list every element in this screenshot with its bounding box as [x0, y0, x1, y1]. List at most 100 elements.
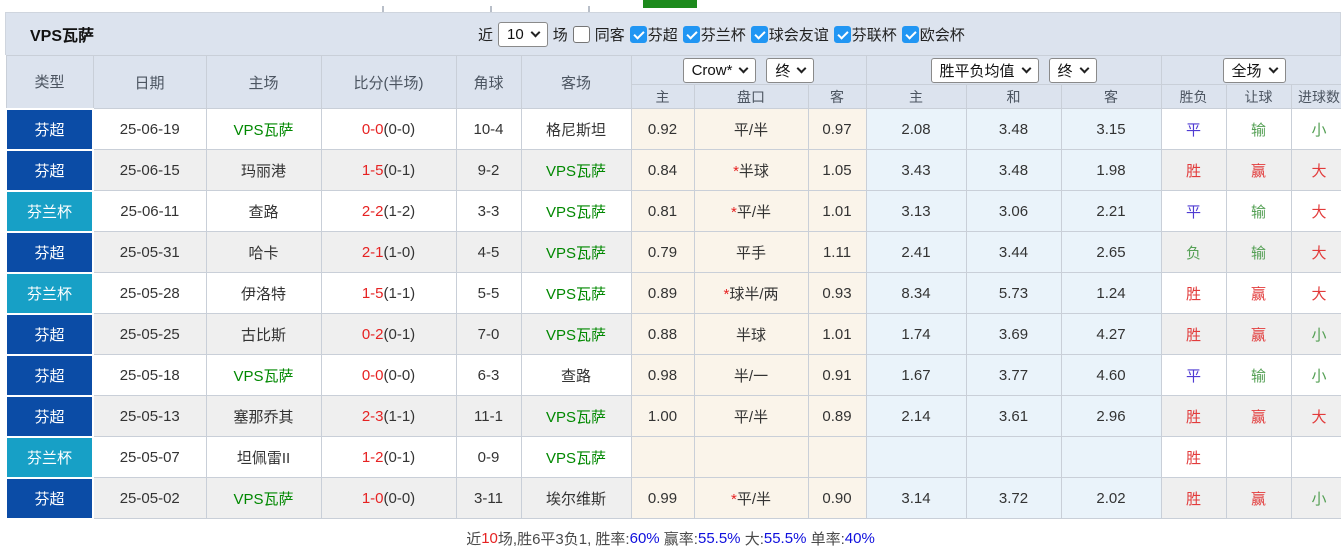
score-cell: 0-2(0-1)	[320, 313, 457, 355]
away-team[interactable]: VPS瓦萨	[520, 231, 632, 273]
league-name: 芬超	[34, 408, 65, 426]
scope-value: 全场	[1231, 62, 1262, 80]
home-team[interactable]: VPS瓦萨	[205, 108, 322, 150]
home-team[interactable]: 古比斯	[205, 313, 322, 355]
corners-cell: 0-9	[455, 436, 522, 478]
away-team[interactable]: 查路	[520, 354, 632, 396]
match-date: 25-05-13	[92, 395, 207, 437]
match-date: 25-05-02	[92, 477, 207, 519]
avg-away-odds: 1.24	[1060, 272, 1162, 314]
away-team[interactable]: 格尼斯坦	[520, 108, 632, 150]
league-checkbox-2[interactable]	[750, 25, 768, 43]
match-date: 25-06-11	[92, 190, 207, 232]
goals-result-cell: 小	[1290, 477, 1341, 519]
table-row: 芬兰杯 25-05-28 伊洛特 1-5(1-1) 5-5 VPS瓦萨 0.89…	[5, 271, 1341, 315]
away-team[interactable]: VPS瓦萨	[520, 395, 632, 437]
goals-result-cell: 小	[1290, 354, 1341, 396]
league-badge: 芬超	[5, 107, 94, 151]
home-team[interactable]: VPS瓦萨	[205, 477, 322, 519]
home-team[interactable]: 坦佩雷II	[205, 436, 322, 478]
match-date: 25-06-15	[92, 149, 207, 191]
result-cell: 胜	[1160, 436, 1227, 478]
away-team[interactable]: 埃尔维斯	[520, 477, 632, 519]
league-checkbox-0[interactable]	[629, 25, 647, 43]
table-row: 芬超 25-05-18 VPS瓦萨 0-0(0-0) 6-3 查路 0.98 半…	[5, 353, 1341, 397]
footer-segment: 单率:	[806, 531, 845, 548]
home-team[interactable]: VPS瓦萨	[205, 354, 322, 396]
subcol-goals: 进球数	[1290, 84, 1341, 109]
away-team[interactable]: VPS瓦萨	[520, 313, 632, 355]
bookmaker-select[interactable]: Crow*	[682, 57, 757, 83]
col-header-home: 主场	[205, 55, 322, 109]
col-header-corners: 角球	[455, 55, 522, 109]
match-date: 25-05-07	[92, 436, 207, 478]
avg-away-odds: 2.21	[1060, 190, 1162, 232]
bookmaker-value: Crow*	[691, 61, 733, 79]
handicap-line: *平/半	[693, 477, 809, 519]
score-cell: 2-3(1-1)	[320, 395, 457, 437]
avg-draw-odds: 3.61	[965, 395, 1062, 437]
corners-cell: 10-4	[455, 108, 522, 150]
goals-result-cell: 大	[1290, 190, 1341, 232]
goals-result-cell: 大	[1290, 272, 1341, 314]
away-team[interactable]: VPS瓦萨	[520, 190, 632, 232]
away-team[interactable]: VPS瓦萨	[520, 149, 632, 191]
home-team[interactable]: 哈卡	[205, 231, 322, 273]
table-row: 芬兰杯 25-05-07 坦佩雷II 1-2(0-1) 0-9 VPS瓦萨 胜	[5, 435, 1341, 479]
matches-label: 场	[552, 26, 568, 44]
footer-segment: 40%	[844, 530, 875, 547]
handicap-away-odds: 0.91	[807, 354, 867, 396]
avg-odds-value: 胜平负均值	[939, 62, 1015, 80]
league-checkbox-3[interactable]	[833, 25, 851, 43]
avg-home-odds: 3.43	[865, 149, 967, 191]
same-venue-checkbox[interactable]	[572, 25, 590, 43]
avg-away-odds: 2.02	[1060, 477, 1162, 519]
col-header-away: 客场	[520, 55, 632, 109]
handicap-away-odds: 1.01	[807, 190, 867, 232]
avg-draw-odds: 3.44	[965, 231, 1062, 273]
league-label-4: 欧会杯	[919, 26, 965, 44]
handicap-line	[693, 436, 809, 478]
corners-cell: 6-3	[455, 354, 522, 396]
footer-segment: 大:	[740, 531, 764, 548]
handicap-line: 半/一	[693, 354, 809, 396]
footer-segment: 10	[481, 530, 498, 547]
footer-segment: 近	[466, 531, 482, 548]
corners-cell: 5-5	[455, 272, 522, 314]
league-label-2: 球会友谊	[768, 26, 829, 44]
away-team[interactable]: VPS瓦萨	[520, 272, 632, 314]
goals-result-cell: 小	[1290, 108, 1341, 150]
scope-select[interactable]: 全场	[1222, 57, 1286, 83]
handicap-line: *球半/两	[693, 272, 809, 314]
handicap-home-odds: 0.99	[630, 477, 695, 519]
handicap-selector-cell: Crow* 终	[630, 55, 867, 85]
score-cell: 2-1(1-0)	[320, 231, 457, 273]
handicap-home-odds	[630, 436, 695, 478]
away-team[interactable]: VPS瓦萨	[520, 436, 632, 478]
cropped-tab-strip	[0, 0, 1341, 12]
chevron-down-icon	[1079, 63, 1089, 74]
avg-time-select[interactable]: 终	[1048, 57, 1097, 83]
table-row: 芬兰杯 25-06-11 查路 2-2(1-2) 3-3 VPS瓦萨 0.81 …	[5, 189, 1341, 233]
avg-draw-odds: 3.06	[965, 190, 1062, 232]
avg-home-odds	[865, 436, 967, 478]
handicap-line: *半球	[693, 149, 809, 191]
page-title: VPS瓦萨	[30, 28, 95, 45]
avg-home-odds: 2.41	[865, 231, 967, 273]
home-team[interactable]: 塞那乔其	[205, 395, 322, 437]
home-team[interactable]: 伊洛特	[205, 272, 322, 314]
chevron-down-icon	[530, 27, 541, 38]
home-team[interactable]: 查路	[205, 190, 322, 232]
handicap-home-odds: 0.81	[630, 190, 695, 232]
home-team[interactable]: 玛丽港	[205, 149, 322, 191]
league-checkbox-1[interactable]	[682, 25, 700, 43]
league-checkbox-4[interactable]	[901, 25, 919, 43]
handicap-time-select[interactable]: 终	[766, 57, 815, 83]
avg-home-odds: 2.08	[865, 108, 967, 150]
match-date: 25-06-19	[92, 108, 207, 150]
tab-strip-tick	[490, 6, 492, 12]
recent-count-select[interactable]: 10	[498, 21, 548, 47]
handicap-line: *平/半	[693, 190, 809, 232]
avg-draw-odds: 3.48	[965, 149, 1062, 191]
avg-odds-select[interactable]: 胜平负均值	[930, 57, 1039, 83]
